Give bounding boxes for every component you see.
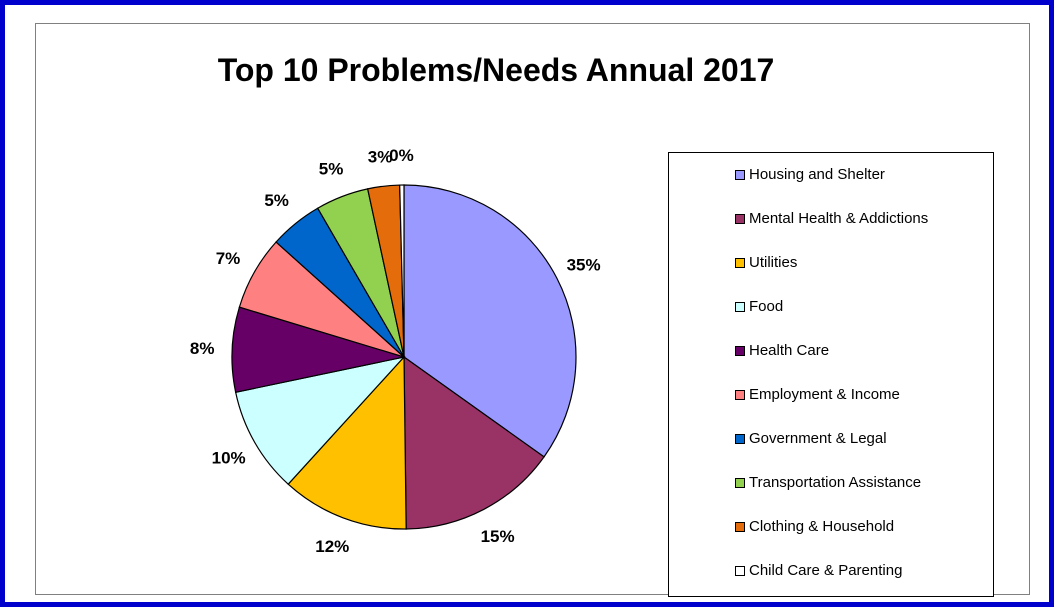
legend-swatch [735, 477, 745, 488]
data-label-utilities: 12% [315, 537, 349, 556]
legend-swatch [735, 521, 745, 532]
legend-item-clothing-and-household: Clothing & Household [735, 518, 894, 535]
legend: Housing and Shelter Mental Health & Addic… [668, 152, 994, 597]
legend-label: Government & Legal [749, 430, 887, 447]
legend-swatch [735, 169, 745, 180]
data-label-clothing-and-household: 3% [368, 147, 393, 166]
legend-item-health-care: Health Care [735, 342, 829, 359]
legend-swatch [735, 565, 745, 576]
pie-slice-utilities [287, 355, 407, 530]
legend-item-child-care-and-parenting: Child Care & Parenting [735, 562, 902, 579]
data-label-government-and-legal: 5% [264, 191, 289, 210]
pie-slice-housing-and-shelter [403, 184, 577, 458]
legend-swatch [735, 213, 745, 224]
data-label-health-care: 8% [190, 339, 215, 358]
legend-swatch [735, 433, 745, 444]
chart-area: 35% 15% 12% 10% 8% 7% 5% 5% 3% 0% Top 10 Problems… [35, 23, 1030, 597]
legend-swatch [735, 257, 745, 268]
legend-swatch [735, 345, 745, 356]
legend-item-employment-and-income: Employment & Income [735, 386, 900, 403]
legend-label: Child Care & Parenting [749, 562, 903, 579]
legend-item-housing-and-shelter: Housing and Shelter [735, 166, 885, 183]
pie-slice-child-care-and-parenting [399, 184, 405, 358]
data-label-employment-and-income: 7% [216, 249, 241, 268]
data-label-child-care-and-parenting: 0% [389, 146, 414, 165]
data-label-mental-health-and-addictions: 15% [481, 527, 515, 546]
legend-swatch [735, 301, 745, 312]
data-label-food: 10% [212, 448, 246, 467]
legend-label: Clothing & Household [749, 518, 895, 535]
legend-label: Employment & Income [749, 386, 900, 403]
pie-chart: 35% 15% 12% 10% 8% 7% 5% 5% 3%0% [190, 146, 601, 556]
legend-swatch [735, 389, 745, 400]
chart-title: Top 10 Problems/Needs Annual 2017 [217, 52, 775, 88]
legend-label: Mental Health & Addictions [749, 210, 929, 227]
data-label-transportation-assistance: 5% [319, 160, 344, 179]
pie-slice-mental-health-and-addictions [403, 355, 545, 530]
legend-label: Housing and Shelter [749, 166, 885, 183]
legend-label: Food [749, 298, 784, 315]
pie-slice-food [234, 356, 406, 486]
legend-label: Transportation Assistance [749, 474, 922, 491]
legend-label: Utilities [749, 254, 798, 271]
legend-item-utilities: Utilities [735, 254, 797, 271]
legend-item-government-and-legal: Government & Legal [735, 430, 887, 447]
data-label-housing-and-shelter: 35% [567, 256, 601, 275]
legend-item-transportation-assistance: Transportation Assistance [735, 474, 921, 491]
legend-item-mental-health-and-addictions: Mental Health & Addictions [735, 210, 928, 227]
legend-item-food: Food [735, 298, 783, 315]
legend-label: Health Care [749, 342, 830, 359]
